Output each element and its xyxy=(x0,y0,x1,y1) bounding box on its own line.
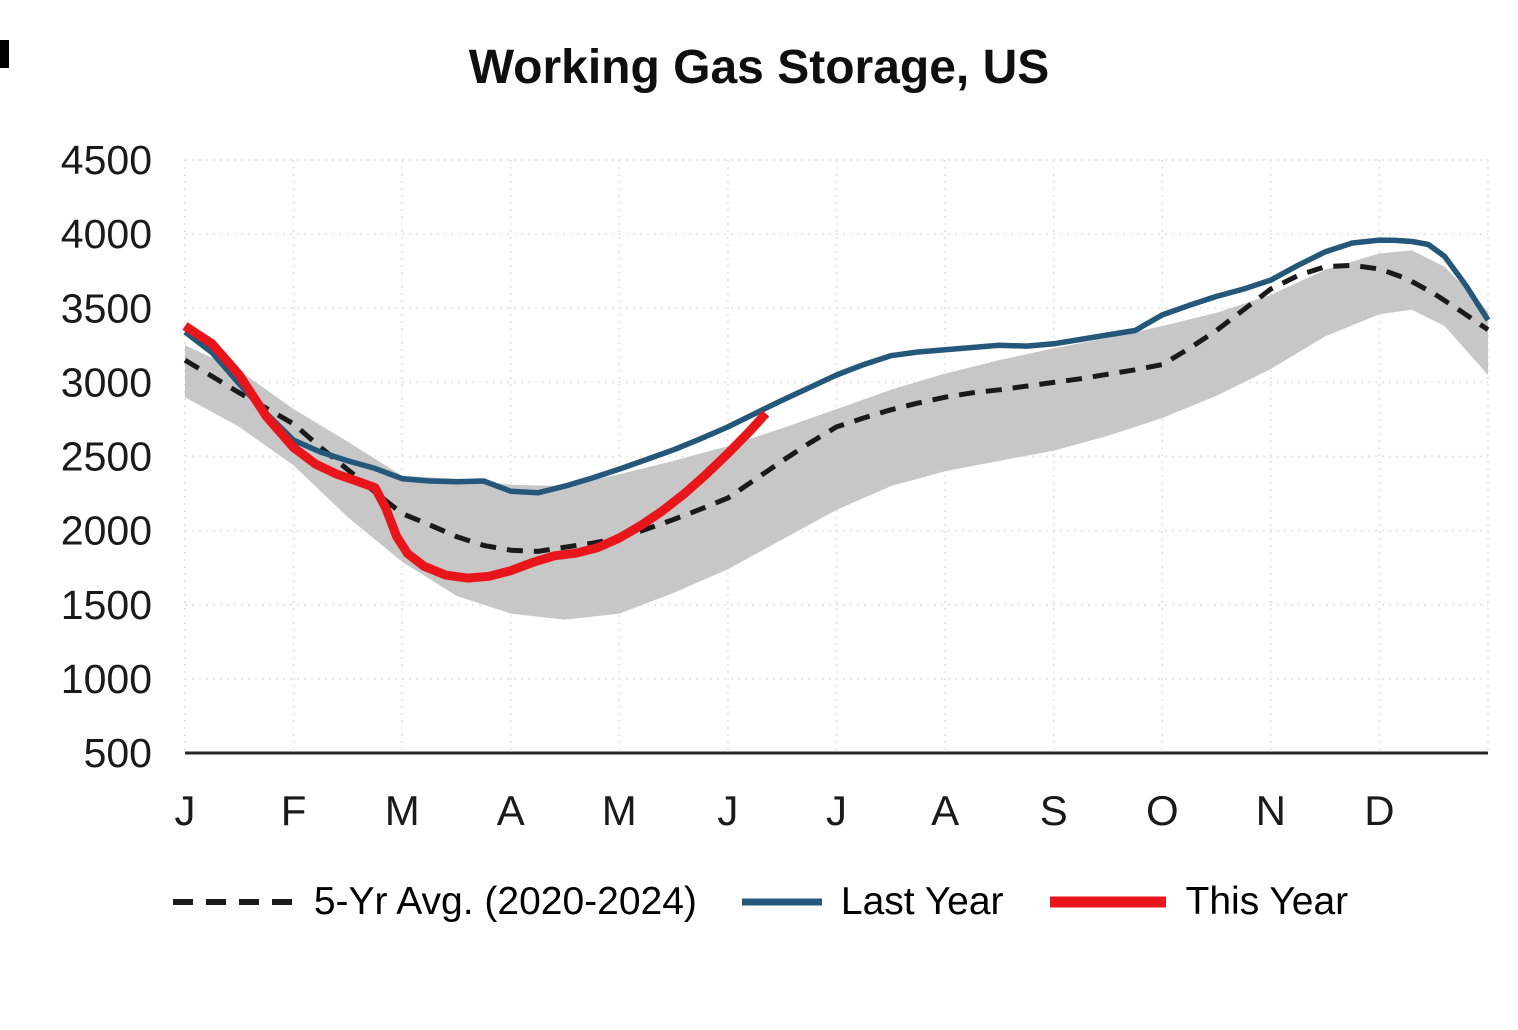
line-five-yr-avg xyxy=(183,262,1490,554)
y-tick-label: 2000 xyxy=(61,508,152,554)
legend-blue-line-swatch xyxy=(741,898,822,906)
line-this-year xyxy=(182,322,770,583)
legend-label-this-year: This Year xyxy=(1185,880,1349,923)
line-last-year xyxy=(183,237,1491,496)
legend-dashed-line-swatch xyxy=(172,899,295,905)
legend-red-line-swatch xyxy=(1049,896,1166,908)
y-tick-label: 1500 xyxy=(61,582,152,628)
legend-label-5yr-avg: 5-Yr Avg. (2020-2024) xyxy=(313,880,697,923)
y-tick-label: 500 xyxy=(84,730,152,776)
y-tick-label: 4000 xyxy=(61,211,152,257)
x-tick-label: A xyxy=(931,787,959,834)
legend: 5-Yr Avg. (2020-2024) Last Year This Yea… xyxy=(0,880,1518,924)
five-year-range-band xyxy=(185,250,1488,620)
x-tick-label: S xyxy=(1040,787,1068,834)
legend-label-last-year: Last Year xyxy=(840,880,1004,923)
y-tick-label: 3000 xyxy=(61,359,152,405)
legend-item-last-year: Last Year xyxy=(739,880,1004,924)
x-tick-label: J xyxy=(826,787,847,834)
legend-item-this-year: This Year xyxy=(1046,880,1349,924)
y-tick-label: 2500 xyxy=(61,434,152,480)
x-tick-label: J xyxy=(717,787,738,834)
x-tick-label: A xyxy=(497,787,525,834)
storage-chart-plot: 500 1000 1500 2000 2500 3000 3500 4000 4500 J F M A M… xyxy=(61,137,1491,834)
y-tick-label: 3500 xyxy=(61,285,152,331)
chart-title: Working Gas Storage, US xyxy=(468,41,1050,94)
x-tick-label: J xyxy=(175,787,196,834)
x-tick-label: M xyxy=(385,787,420,834)
x-tick-label: F xyxy=(281,787,307,834)
x-tick-label: M xyxy=(602,787,637,834)
y-tick-label: 4500 xyxy=(61,137,152,183)
x-tick-label: O xyxy=(1146,787,1179,834)
window-corner-artifact xyxy=(0,40,9,68)
x-tick-label: D xyxy=(1364,787,1394,834)
x-tick-label: N xyxy=(1256,787,1286,834)
legend-item-5yr-avg: 5-Yr Avg. (2020-2024) xyxy=(170,880,697,924)
y-tick-label: 1000 xyxy=(61,656,152,702)
